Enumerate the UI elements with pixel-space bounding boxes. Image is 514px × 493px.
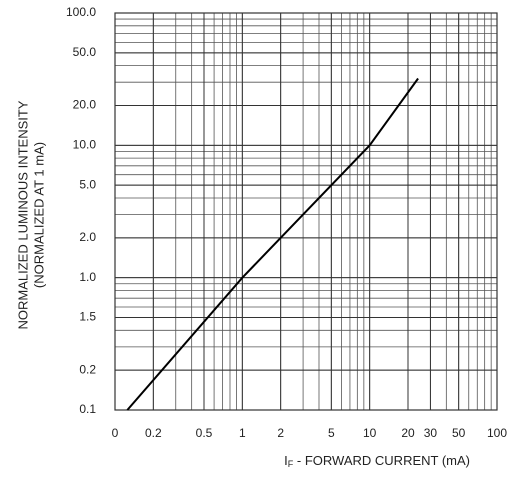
plot-frame	[114, 12, 498, 411]
x-tick-label: 0.2	[145, 426, 162, 440]
x-tick-label: 1	[239, 426, 246, 440]
x-label-rest: - FORWARD CURRENT (mA)	[293, 453, 470, 468]
y-tick-label: 10.0	[73, 138, 97, 152]
x-tick-label: 20	[401, 426, 415, 440]
x-tick-label: 5	[328, 426, 335, 440]
x-label-sub: F	[288, 459, 294, 469]
x-tick-label: 50	[452, 426, 466, 440]
x-axis-label: IF - FORWARD CURRENT (mA)	[284, 453, 470, 469]
x-tick-label: 30	[424, 426, 438, 440]
y-tick-label: 0.2	[79, 362, 96, 376]
y-tick-label: 20.0	[73, 98, 97, 112]
y-axis-label: NORMALIZED LUMINOUS INTENSITY (NORMALIZE…	[15, 100, 46, 329]
y-label-line: NORMALIZED LUMINOUS INTENSITY	[15, 100, 30, 329]
x-tick-label: 10	[363, 426, 377, 440]
data-line	[126, 77, 419, 411]
x-tick-label: 0	[112, 426, 119, 440]
y-tick-label: 1.5	[79, 310, 96, 324]
y-tick-label: 5.0	[79, 177, 96, 191]
y-tick-label: 1.0	[79, 270, 96, 284]
y-tick-label: 0.1	[79, 402, 96, 416]
y-tick-label: 100.0	[66, 5, 96, 19]
x-tick-label: 100	[487, 426, 507, 440]
x-tick-label: 0.5	[196, 426, 213, 440]
y-label-line: (NORMALIZED AT 1 mA)	[31, 142, 46, 288]
x-label-main: I	[284, 453, 288, 468]
y-tick-label: 50.0	[73, 45, 97, 59]
x-tick-label: 2	[277, 426, 284, 440]
y-tick-label: 2.0	[79, 230, 96, 244]
